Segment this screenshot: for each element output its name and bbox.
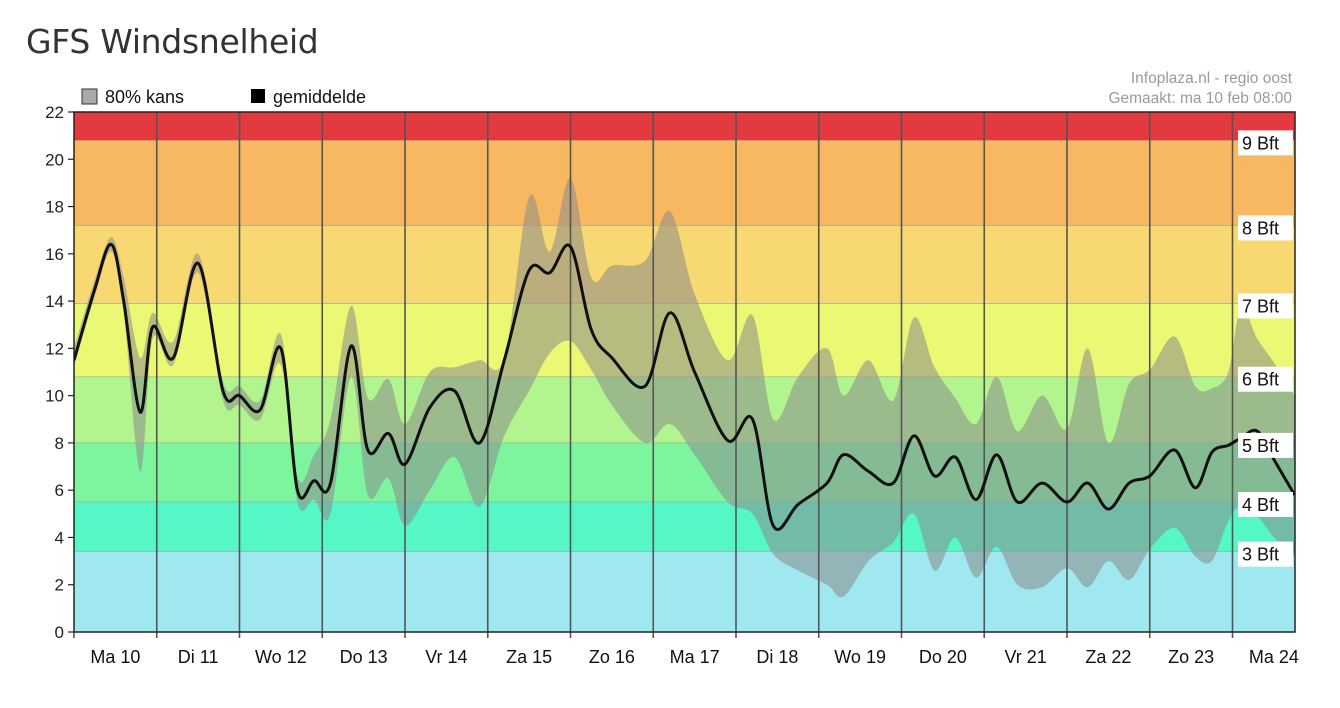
bft-label-1: 4 Bft — [1242, 495, 1279, 515]
source-line-2: Gemaakt: ma 10 feb 08:00 — [1108, 90, 1292, 107]
y-tick-label-7: 14 — [45, 292, 64, 311]
bft-label-bg-1 — [1238, 492, 1293, 517]
axes — [68, 111, 1296, 638]
bft-label-3: 6 Bft — [1242, 370, 1279, 390]
y-tick-label-11: 22 — [45, 103, 64, 122]
legend-swatch-range — [81, 88, 98, 105]
legend-label-range: 80% kans — [105, 87, 184, 107]
bft-label-6: 9 Bft — [1242, 133, 1279, 153]
plot-frame — [73, 111, 1296, 633]
x-tick-label-11: Vr 21 — [1004, 647, 1046, 667]
range-area-80 — [74, 178, 1295, 598]
y-tick-label-9: 18 — [45, 198, 64, 217]
y-tick-labels: 0 2 4 6 8 10 12 14 16 18 20 22 — [45, 103, 64, 642]
x-tick-labels: Ma 10 Di 11 Wo 12 Do 13 Vr 14 Za 15 Zo 16 Ma 17… — [90, 647, 1299, 667]
legend-swatch-mean — [251, 89, 265, 103]
x-tick-label-6: Zo 16 — [589, 647, 635, 667]
y-tick-label-3: 6 — [55, 481, 64, 500]
mean-line — [74, 242, 1295, 531]
y-tick-label-5: 10 — [45, 387, 64, 406]
beaufort-band-0 — [74, 551, 1295, 632]
x-tick-label-9: Wo 19 — [834, 647, 886, 667]
beaufort-labels: 3 Bft 4 Bft 5 Bft 6 Bft 7 Bft 8 Bft 9 Bft — [1238, 130, 1293, 567]
mean-series — [74, 242, 1295, 531]
x-tick-label-8: Di 18 — [756, 647, 798, 667]
beaufort-band-7 — [74, 112, 1295, 141]
bft-label-bg-6 — [1238, 130, 1293, 156]
y-tick-label-2: 4 — [55, 528, 64, 547]
bft-label-0: 3 Bft — [1242, 545, 1279, 565]
probability-range-80 — [74, 178, 1295, 598]
y-tick-label-0: 0 — [55, 623, 64, 642]
bft-label-5: 8 Bft — [1242, 218, 1279, 238]
x-tick-label-10: Do 20 — [919, 647, 967, 667]
x-tick-label-2: Wo 12 — [255, 647, 307, 667]
legend-label-mean: gemiddelde — [273, 87, 366, 107]
x-tick-label-4: Vr 14 — [425, 647, 467, 667]
y-tick-label-10: 20 — [45, 150, 64, 169]
y-tick-label-6: 12 — [45, 339, 64, 358]
page-title: GFS Windsnelheid — [26, 22, 319, 61]
x-tick-label-14: Ma 24 — [1249, 647, 1299, 667]
x-tick-label-0: Ma 10 — [90, 647, 140, 667]
bft-label-bg-2 — [1238, 432, 1293, 458]
bft-label-bg-0 — [1238, 541, 1293, 567]
source-info: Infoplaza.nl - regio oost Gemaakt: ma 10… — [1108, 69, 1292, 109]
x-tick-label-3: Do 13 — [340, 647, 388, 667]
beaufort-band-6 — [74, 140, 1295, 226]
x-tick-label-1: Di 11 — [178, 647, 219, 667]
day-gridlines — [155, 112, 1234, 638]
x-tick-label-7: Ma 17 — [670, 647, 720, 667]
bft-label-bg-4 — [1238, 293, 1293, 319]
x-tick-label-5: Za 15 — [506, 647, 552, 667]
x-tick-label-13: Zo 23 — [1168, 647, 1214, 667]
y-tick-label-8: 16 — [45, 245, 64, 264]
bft-label-2: 5 Bft — [1242, 436, 1279, 456]
bft-label-4: 7 Bft — [1242, 296, 1279, 316]
y-tick-label-1: 2 — [55, 576, 64, 595]
legend: 80% kans gemiddelde — [81, 87, 366, 107]
bft-label-bg-5 — [1238, 215, 1293, 241]
x-tick-label-12: Za 22 — [1085, 647, 1131, 667]
horizontal-gridlines — [74, 139, 1295, 553]
source-line-1: Infoplaza.nl - regio oost — [1130, 70, 1292, 87]
bft-label-bg-3 — [1238, 366, 1293, 392]
y-tick-label-4: 8 — [55, 434, 64, 453]
